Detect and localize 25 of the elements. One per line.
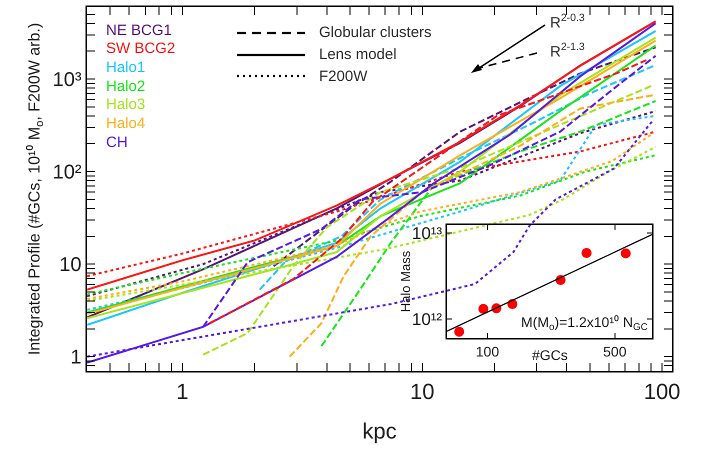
y-tick-label: 10¹² — [412, 310, 442, 329]
y-tick-label: 10 — [59, 254, 82, 276]
text: Halo1 — [106, 59, 146, 76]
x-tick-label: 100 — [476, 343, 500, 360]
text: Halo3 — [106, 96, 146, 113]
text: Halo2 — [106, 78, 146, 95]
text: CH — [106, 134, 128, 151]
annotation: R$^{2-0.3}$ — [550, 12, 585, 32]
annotation: R$^{2-1.3}$ — [550, 41, 585, 60]
text: NE BCG1 — [106, 22, 172, 39]
annotation: Lens model — [319, 46, 397, 63]
y-tick-label: 10³ — [52, 69, 82, 92]
x-axis-title: kpc — [362, 418, 397, 444]
x-tick-label: 1 — [176, 378, 189, 404]
text: Halo4 — [106, 115, 146, 132]
y-axis-title: Halo Mass — [398, 250, 413, 312]
x-tick-label: 100 — [644, 378, 680, 404]
text: SW BCG2 — [106, 40, 176, 57]
annotation: Globular clusters — [319, 24, 432, 41]
y-tick-label: 10² — [52, 162, 82, 184]
x-tick-label: 500 — [603, 343, 627, 360]
y-tick-label: 10¹³ — [412, 224, 442, 243]
annotation: F200W — [319, 68, 368, 85]
x-axis-title: #GCs — [532, 347, 568, 363]
annotation: M(M$_{o}$)=1.2x10¹⁰ N$_{GC}$ — [521, 314, 648, 333]
